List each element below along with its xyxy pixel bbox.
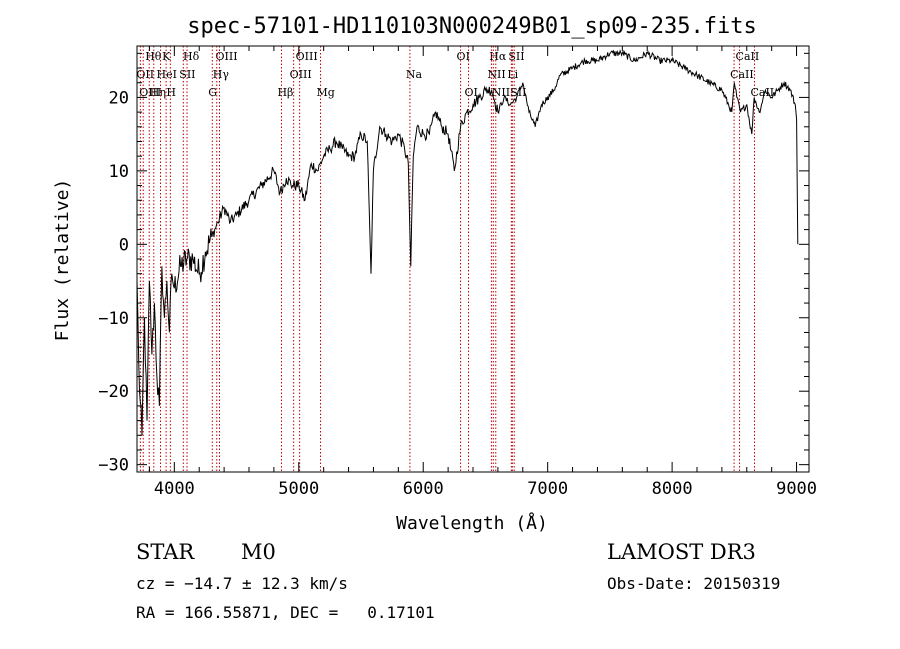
x-tick-label: 6000 [403, 479, 444, 499]
emission-line-label: CaII [730, 68, 754, 81]
emission-line-label: Hβ [277, 86, 293, 99]
survey-name: LAMOST DR3 [607, 540, 756, 564]
emission-line-label: NII [492, 86, 510, 99]
redshift-readout: cz = −14.7 ± 12.3 km/s [136, 574, 348, 593]
y-tick-label: 20 [109, 88, 129, 108]
x-tick-label: 9000 [776, 479, 817, 499]
plot-series [136, 49, 799, 436]
chart-title: spec-57101-HD110103N000249B01_sp09-235.f… [187, 14, 757, 39]
y-tick-label: 0 [119, 235, 129, 255]
emission-line-label: SII [179, 68, 195, 81]
x-tick-label: 5000 [278, 479, 319, 499]
obs-date: Obs-Date: 20150319 [607, 574, 781, 593]
x-axis: 4000 5000 6000 7000 8000 9000 [148, 46, 817, 499]
spectrum-line [136, 49, 799, 436]
emission-line-label: OIII [139, 86, 161, 99]
emission-line-label: K [162, 50, 171, 63]
object-subclass: M0 [241, 540, 276, 564]
emission-line-label: OIII [296, 50, 318, 63]
emission-line-label: OII [136, 68, 154, 81]
y-tick-label: −20 [98, 382, 129, 402]
y-tick-label: −10 [98, 309, 129, 329]
emission-line-label: Hδ [183, 50, 200, 63]
emission-line-label: HeI [157, 68, 177, 81]
coordinates: RA = 166.55871, DEC = 0.17101 [136, 603, 435, 622]
emission-line-label: Na [406, 68, 423, 81]
emission-line-label: H [166, 86, 176, 99]
x-axis-label: Wavelength (Å) [396, 512, 548, 534]
y-axis-label: Flux (relative) [52, 179, 73, 342]
object-type: STAR [136, 540, 195, 564]
emission-line-label: Hη [150, 86, 166, 99]
plot-frame [136, 45, 810, 473]
emission-line-label: Hα [489, 50, 507, 63]
y-axis: −30 −20 −10 0 10 20 [98, 52, 809, 476]
emission-line-label: CaII [736, 50, 760, 63]
emission-line-label: SII [508, 50, 524, 63]
emission-line-markers: HθOIIOIIIHηKHeIHHδSIIOIIIHγGOIIIOIIIHβMg… [136, 46, 774, 472]
y-tick-label: −30 [98, 456, 129, 476]
emission-line-label: G [208, 86, 217, 99]
emission-line-label: OI [457, 50, 470, 63]
emission-line-label: OIII [290, 68, 312, 81]
emission-line-label: NII [487, 68, 505, 81]
x-tick-label: 4000 [154, 479, 195, 499]
emission-line-label: CaII [750, 86, 774, 99]
x-tick-label: 7000 [527, 479, 568, 499]
y-tick-label: 10 [109, 162, 129, 182]
emission-line-label: OIII [216, 50, 238, 63]
x-tick-label: 8000 [652, 479, 693, 499]
emission-line-label: OI [465, 86, 478, 99]
emission-line-label: Hγ [213, 68, 230, 81]
emission-line-label: Mg [317, 86, 335, 99]
emission-line-label: Li [507, 68, 518, 81]
